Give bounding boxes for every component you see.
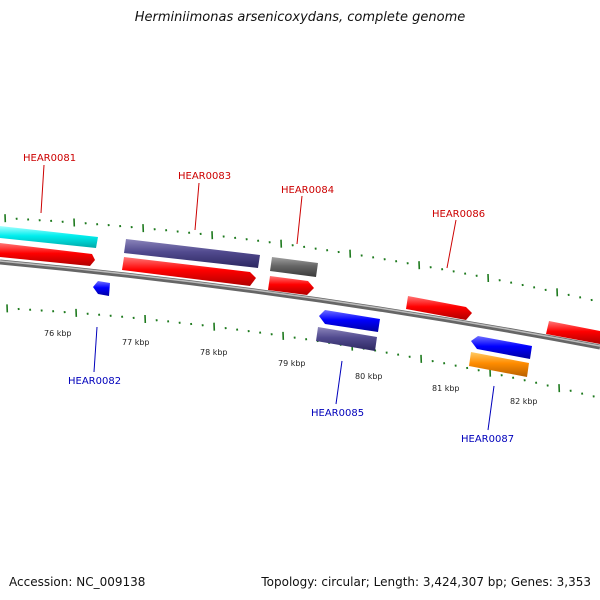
gene-feature-slate[interactable]	[316, 327, 377, 351]
connector-line	[296, 195, 303, 245]
outer-tick-row	[4, 214, 593, 302]
genome-backbone	[0, 259, 600, 350]
gene-feature-slate[interactable]	[124, 239, 260, 268]
gene-labels: HEAR0081 HEAR0083 HEAR0084 HEAR0086 HEAR…	[23, 153, 514, 445]
gene-feature-blue-reverse[interactable]	[93, 281, 110, 296]
scale-label: 77 kbp	[122, 338, 150, 347]
scale-label: 76 kbp	[44, 329, 72, 338]
accession-value: NC_009138	[76, 575, 146, 589]
gene-label-reverse[interactable]: HEAR0082	[68, 376, 121, 387]
connector-line	[93, 326, 98, 373]
gene-feature-blue-reverse[interactable]	[471, 336, 532, 359]
gene-feature-red-forward[interactable]	[268, 276, 314, 295]
gene-label-forward[interactable]: HEAR0086	[432, 209, 485, 220]
gene-feature-red-forward[interactable]	[0, 243, 95, 266]
map-title: Herminiimonas arsenicoxydans, complete g…	[134, 10, 466, 25]
gene-feature-blue-reverse[interactable]	[319, 310, 380, 332]
gene-feature-orange[interactable]	[469, 352, 529, 377]
connector-line	[487, 385, 495, 431]
scale-labels: 76 kbp 77 kbp 78 kbp 79 kbp 80 kbp 81 kb…	[44, 329, 538, 406]
scale-label: 78 kbp	[200, 348, 228, 357]
gene-feature-gray[interactable]	[270, 257, 318, 277]
gene-features	[0, 226, 600, 377]
gene-label-forward[interactable]: HEAR0083	[178, 171, 231, 182]
gene-feature-red-forward[interactable]	[406, 296, 472, 320]
gene-label-reverse[interactable]: HEAR0085	[311, 408, 364, 419]
connector-line	[194, 182, 200, 231]
connector-line	[40, 164, 45, 214]
accession-info: Accession: NC_009138	[9, 575, 145, 589]
gene-label-forward[interactable]: HEAR0084	[281, 185, 334, 196]
gene-label-connectors	[40, 164, 495, 431]
gene-label-reverse[interactable]: HEAR0087	[461, 434, 514, 445]
scale-label: 81 kbp	[432, 384, 460, 393]
topology-info: Topology: circular; Length: 3,424,307 bp…	[261, 575, 591, 589]
gene-label-forward[interactable]: HEAR0081	[23, 153, 76, 164]
gene-feature-red-forward[interactable]	[546, 321, 600, 344]
accession-label: Accession:	[9, 575, 73, 589]
connector-line	[446, 219, 457, 269]
scale-label: 82 kbp	[510, 397, 538, 406]
gene-feature-red-forward[interactable]	[122, 257, 256, 286]
scale-label: 80 kbp	[355, 372, 383, 381]
genome-backbone-highlight	[0, 260, 600, 347]
scale-label: 79 kbp	[278, 359, 306, 368]
gene-feature-cyan[interactable]	[0, 226, 98, 248]
connector-line	[335, 360, 343, 405]
